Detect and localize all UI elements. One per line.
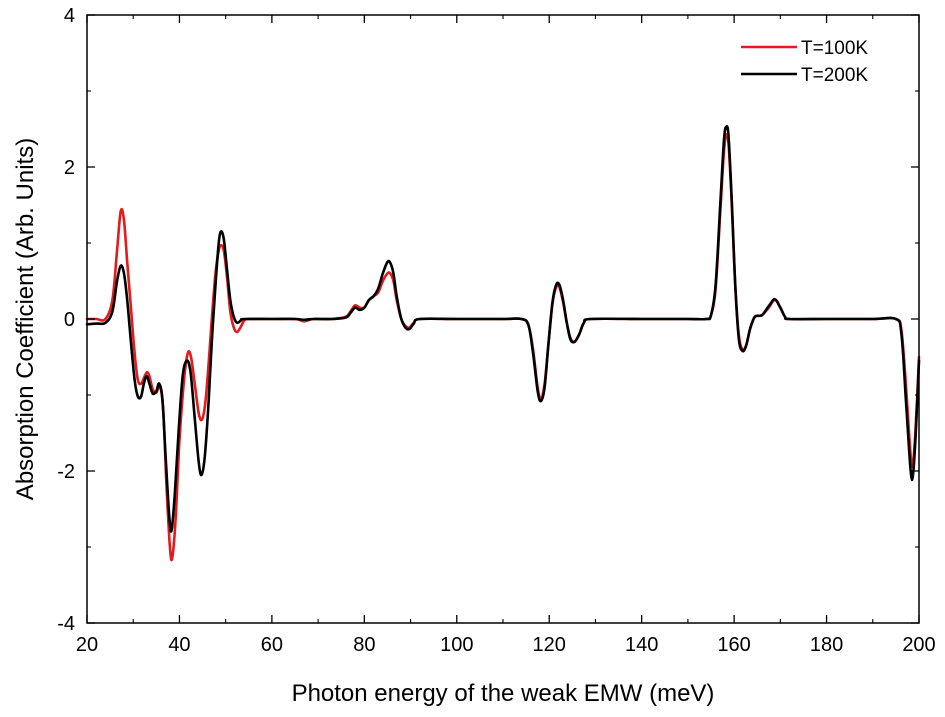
x-tick-label: 140 — [625, 634, 658, 656]
plot-content — [85, 124, 921, 562]
x-tick-label: 20 — [76, 634, 98, 656]
y-tick-label: 0 — [64, 309, 75, 331]
x-tick-label: 120 — [533, 634, 566, 656]
y-tick-label: -2 — [57, 461, 75, 483]
x-tick-label: 80 — [353, 634, 375, 656]
y-tick-labels: -4 -2 0 2 4 — [57, 5, 75, 635]
x-tick-label: 100 — [440, 634, 473, 656]
x-tick-label: 180 — [810, 634, 843, 656]
x-tick-labels: 20 40 60 80 100 120 140 160 180 200 — [76, 634, 936, 656]
y-tick-label: 2 — [64, 157, 75, 179]
x-tick-label: 200 — [902, 634, 935, 656]
axes-ticks — [86, 14, 920, 624]
series-line-t-200k — [85, 124, 921, 533]
legend: T=100K T=200K — [741, 38, 868, 86]
x-tick-label: 40 — [168, 634, 190, 656]
x-tick-label: 160 — [717, 634, 750, 656]
legend-label: T=100K — [801, 38, 868, 59]
legend-label: T=200K — [801, 65, 868, 86]
y-tick-label: 4 — [64, 5, 75, 27]
x-axis-title: Photon energy of the weak EMW (meV) — [292, 680, 715, 707]
x-tick-label: 60 — [261, 634, 283, 656]
y-axis-title: Absorption Coefficient (Arb. Units) — [12, 138, 39, 500]
y-tick-label: -4 — [57, 613, 75, 635]
